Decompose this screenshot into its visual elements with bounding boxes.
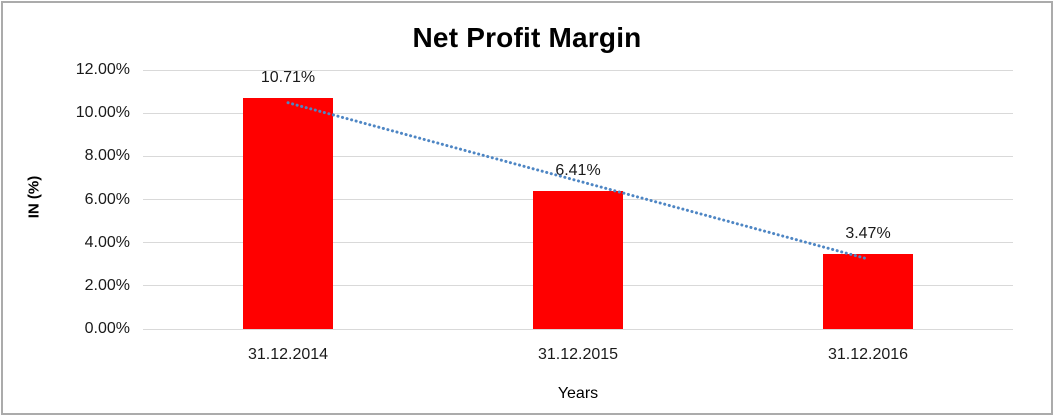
y-tick-label: 12.00% [75, 61, 130, 78]
y-tick-label: 4.00% [84, 233, 130, 251]
data-label: 10.71% [260, 68, 316, 86]
y-tick-label: 6.00% [84, 190, 130, 208]
x-tick-label: 31.12.2016 [827, 346, 909, 363]
x-tick-label: 31.12.2015 [537, 346, 619, 363]
chart-title: Net Profit Margin [412, 22, 642, 53]
gridline [143, 69, 1013, 71]
gridline [143, 328, 1013, 330]
x-axis-title: Years [557, 385, 599, 402]
data-label: 6.41% [555, 161, 601, 179]
y-axis-title: IN (%) [25, 175, 43, 219]
data-label: 3.47% [845, 225, 891, 243]
bar-31.12.2015 [533, 190, 623, 329]
bar-31.12.2016 [823, 254, 913, 329]
y-tick-label: 2.00% [84, 276, 130, 294]
y-tick-label: 10.00% [75, 104, 130, 122]
y-tick-label: 8.00% [84, 147, 130, 165]
bar-31.12.2014 [243, 97, 333, 329]
x-tick-label: 31.12.2014 [247, 346, 329, 363]
y-tick-label: 0.00% [84, 320, 130, 337]
